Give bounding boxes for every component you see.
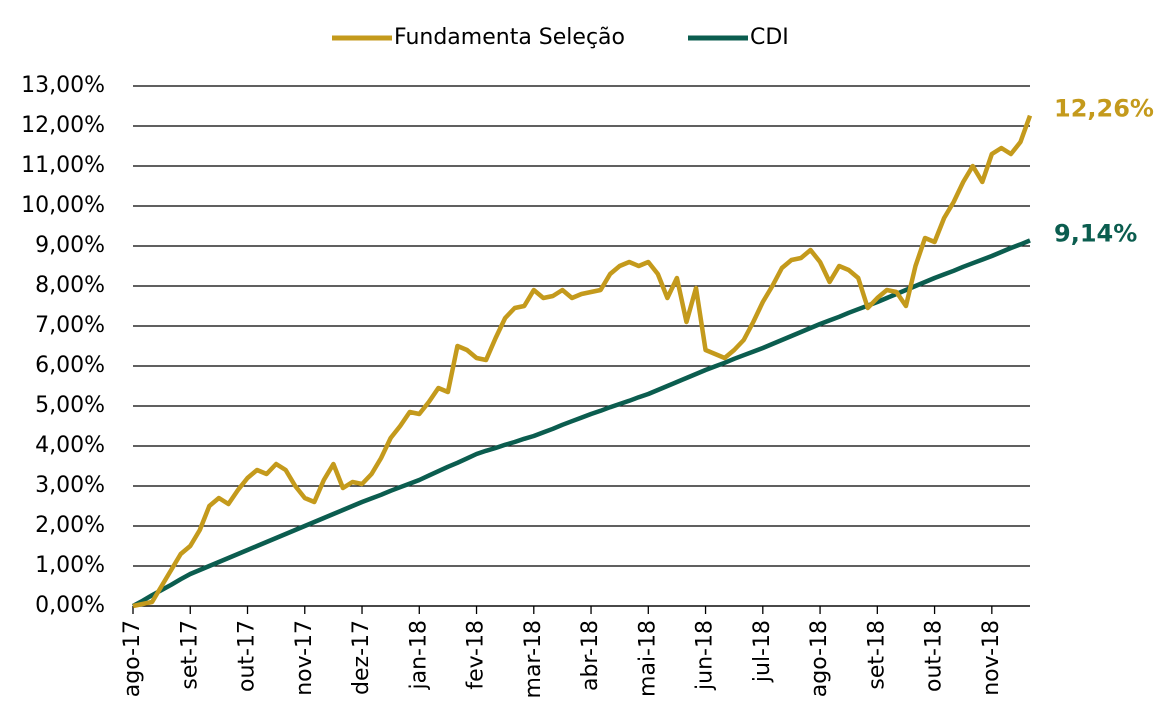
x-tick-label: fev-18 [464,620,489,690]
y-tick-label: 13,00% [21,73,105,98]
x-tick-label: dez-17 [349,620,374,695]
x-tick-label: jun-18 [693,620,718,691]
legend-label: CDI [750,25,789,50]
y-tick-label: 10,00% [21,193,105,218]
x-tick-label: out-18 [922,620,947,692]
y-tick-label: 12,00% [21,113,105,138]
end-label: 12,26% [1054,95,1154,123]
y-tick-label: 5,00% [35,393,105,418]
y-tick-label: 8,00% [35,273,105,298]
x-tick-label: nov-17 [292,620,317,696]
x-tick-label: nov-18 [979,620,1004,696]
x-tick-label: set-18 [864,620,889,690]
y-tick-label: 1,00% [35,553,105,578]
legend-label: Fundamenta Seleção [394,25,625,50]
y-tick-label: 4,00% [35,433,105,458]
y-tick-label: 0,00% [35,593,105,618]
x-tick-label: jan-18 [406,620,431,690]
series-line [131,238,1031,608]
series-line [132,114,1033,609]
y-tick-label: 11,00% [21,153,105,178]
x-tick-label: mai-18 [635,620,660,697]
x-tick-label: mar-18 [521,620,546,698]
x-tick-label: out-17 [235,620,260,692]
x-tick-label: jul-18 [750,620,775,683]
y-tick-label: 2,00% [35,513,105,538]
x-tick-label: abr-18 [578,620,603,691]
x-tick-label: ago-18 [807,620,832,697]
end-label: 9,14% [1054,219,1137,247]
y-tick-label: 3,00% [35,473,105,498]
y-tick-label: 9,00% [35,233,105,258]
y-tick-label: 6,00% [35,353,105,378]
x-tick-label: set-17 [177,620,202,690]
x-tick-label: ago-17 [120,620,145,697]
y-tick-label: 7,00% [35,313,105,338]
